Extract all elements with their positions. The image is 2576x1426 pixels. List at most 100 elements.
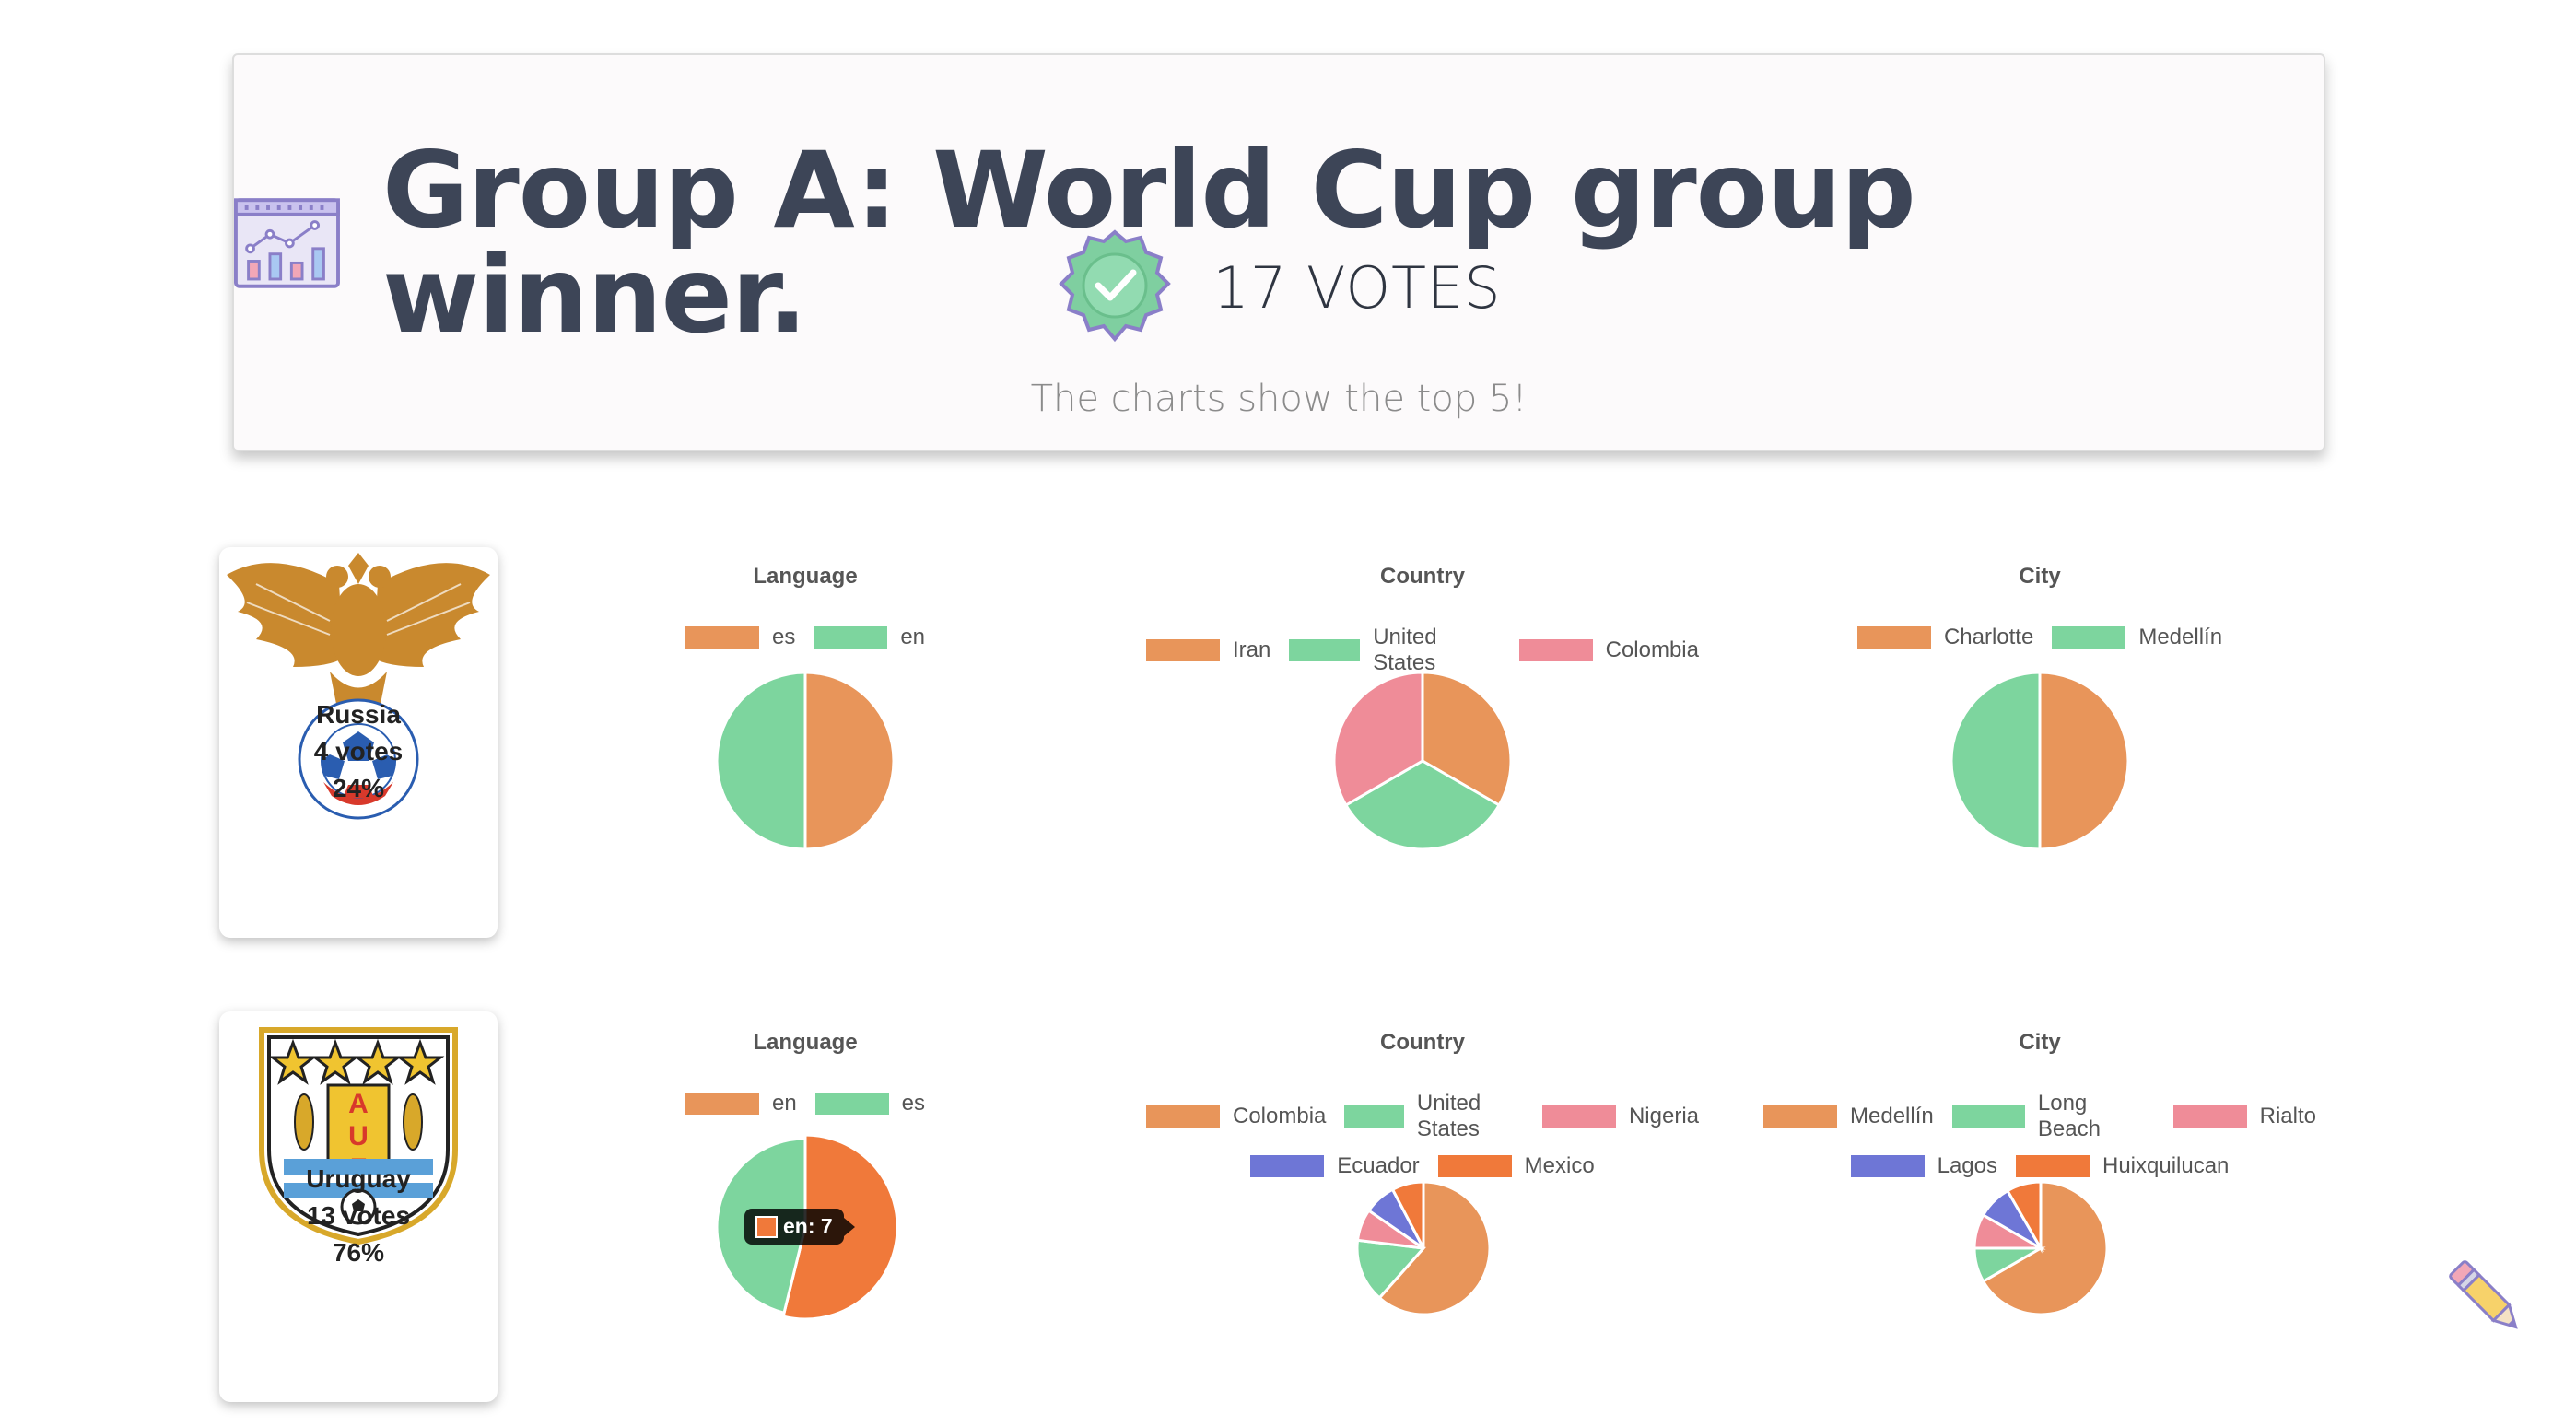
legend-swatch [1437, 1155, 1512, 1177]
legend-item[interactable]: Rialto [2172, 1091, 2316, 1142]
chart-legend: es en [520, 625, 1091, 661]
legend-swatch [1518, 639, 1593, 661]
legend-label: Colombia [1605, 637, 1699, 662]
legend-swatch [1146, 639, 1220, 661]
pie-slice[interactable] [2005, 1180, 2043, 1254]
pie-chart[interactable] [713, 669, 897, 853]
pie-slice[interactable] [803, 671, 896, 851]
pie-slice[interactable] [1421, 671, 1513, 808]
team-name: Russia [316, 700, 401, 729]
legend-label: United States [1373, 625, 1437, 675]
pie-slice[interactable] [1981, 1180, 2109, 1316]
legend-swatch [1289, 639, 1361, 661]
legend-item[interactable]: United States [1344, 1091, 1524, 1142]
legend-swatch [1856, 626, 1931, 649]
votes-row: 17 VOTES [234, 228, 2324, 346]
chart-legend: Colombia United States Nigeria Ecuador Mexic… [1137, 1091, 1708, 1190]
legend-swatch [814, 1093, 889, 1115]
chart-language-russia: Language es en [520, 564, 1091, 877]
legend-swatch [1850, 1155, 1925, 1177]
legend-item[interactable]: es [685, 625, 795, 650]
chart-title: Country [1380, 564, 1465, 589]
pie-slice[interactable] [1355, 1238, 1427, 1301]
uruguay-auf-crest-icon: AUF [259, 1027, 458, 1245]
legend-item[interactable]: United States [1289, 625, 1500, 676]
legend-label: Rialto [2259, 1104, 2316, 1128]
subtitle: The charts show the top 5! [1030, 378, 1528, 420]
legend-item[interactable]: es [814, 1091, 926, 1116]
legend-swatch [1250, 1155, 1325, 1177]
legend-swatch [685, 626, 759, 649]
legend-label: Medellín [1850, 1104, 1934, 1128]
legend-label: Ecuador [1337, 1153, 1420, 1178]
legend-label: Nigeria [1628, 1104, 1699, 1128]
legend-item[interactable]: Mexico [1437, 1153, 1595, 1179]
legend-swatch [1951, 1105, 2025, 1128]
pie-slice[interactable] [1390, 1180, 1425, 1249]
chart-country-russia: Country Iran United States Colombia [1137, 564, 1708, 877]
pie-slice[interactable] [1377, 1180, 1492, 1316]
chart-calendar-icon [234, 198, 340, 288]
team-card-russia[interactable]: Russia 4 votes 24% [219, 547, 498, 938]
chart-city-uruguay: City Medellín Long Beach Rialto Lagos Huixqu… [1754, 1030, 2325, 1343]
legend-label: United States [1416, 1091, 1481, 1141]
legend-item[interactable]: Huixquilucan [2015, 1153, 2230, 1179]
legend-item[interactable]: en [685, 1091, 797, 1116]
legend-swatch [814, 626, 888, 649]
svg-text:A: A [348, 1089, 369, 1119]
legend-item[interactable]: Iran [1146, 625, 1270, 676]
legend-swatch [685, 1093, 759, 1115]
pie-slice[interactable] [1332, 671, 1424, 808]
chart-title: Language [753, 564, 858, 589]
legend-item[interactable]: Ecuador [1250, 1153, 1420, 1179]
legend-swatch [2015, 1155, 2090, 1177]
legend-label: es [901, 1091, 926, 1116]
pie-chart[interactable] [1948, 669, 2132, 853]
team-votes: 13 votes [306, 1201, 411, 1230]
legend-item[interactable]: en [814, 625, 925, 650]
legend-label: en [771, 1091, 797, 1116]
team-card-uruguay[interactable]: AUF Uruguay 13 votes 76% [219, 1011, 498, 1402]
legend-item[interactable]: Colombia [1518, 625, 1699, 676]
legend-swatch [1763, 1105, 1837, 1128]
pie-slice[interactable] [715, 671, 807, 851]
legend-item[interactable]: Nigeria [1541, 1091, 1699, 1142]
tooltip-text: en: 7 [783, 1214, 833, 1238]
pie-slice[interactable] [2038, 671, 2130, 851]
legend-label: Charlotte [1943, 625, 2034, 649]
pie-chart[interactable] [1972, 1179, 2110, 1317]
tooltip-swatch [755, 1215, 778, 1238]
team-percentage: 24% [332, 774, 385, 802]
legend-label: Long Beach [2037, 1091, 2101, 1141]
pencil-icon[interactable] [2441, 1253, 2530, 1341]
pie-chart[interactable] [1330, 669, 1515, 853]
chart-title: Language [753, 1030, 858, 1055]
legend-item[interactable]: Lagos [1850, 1153, 1997, 1179]
chart-legend: Charlotte Medellín [1754, 625, 2325, 661]
chart-legend: Iran United States Colombia [1137, 625, 1708, 687]
pie-slice[interactable] [1950, 671, 2042, 851]
total-votes: 17 VOTES [1212, 253, 1502, 321]
legend-swatch [1146, 1105, 1220, 1128]
legend-swatch [2172, 1105, 2247, 1128]
legend-item[interactable]: Medellín [1763, 1091, 1934, 1142]
verified-badge-icon [1059, 229, 1172, 343]
legend-swatch [1344, 1105, 1404, 1128]
legend-label: en [900, 625, 926, 649]
legend-item[interactable]: Colombia [1146, 1091, 1326, 1142]
legend-label: Huixquilucan [2102, 1153, 2230, 1178]
poll-header-card: Group A: World Cup group winner. 17 VOTE… [232, 53, 2325, 451]
pie-slice[interactable] [1343, 759, 1502, 851]
legend-item[interactable]: Long Beach [1951, 1091, 2155, 1142]
legend-label: Lagos [1937, 1153, 1997, 1178]
legend-label: es [771, 625, 796, 649]
pie-chart[interactable] [1354, 1179, 1493, 1317]
legend-item[interactable]: Medellín [2052, 625, 2222, 650]
team-votes: 4 votes [313, 737, 404, 766]
legend-label: Medellín [2138, 625, 2223, 649]
chart-legend: en es [520, 1091, 1091, 1128]
chart-legend: Medellín Long Beach Rialto Lagos Huixquiluca… [1754, 1091, 2325, 1190]
legend-item[interactable]: Charlotte [1856, 625, 2034, 650]
chart-title: Country [1380, 1030, 1465, 1055]
team-name: Uruguay [306, 1164, 411, 1193]
